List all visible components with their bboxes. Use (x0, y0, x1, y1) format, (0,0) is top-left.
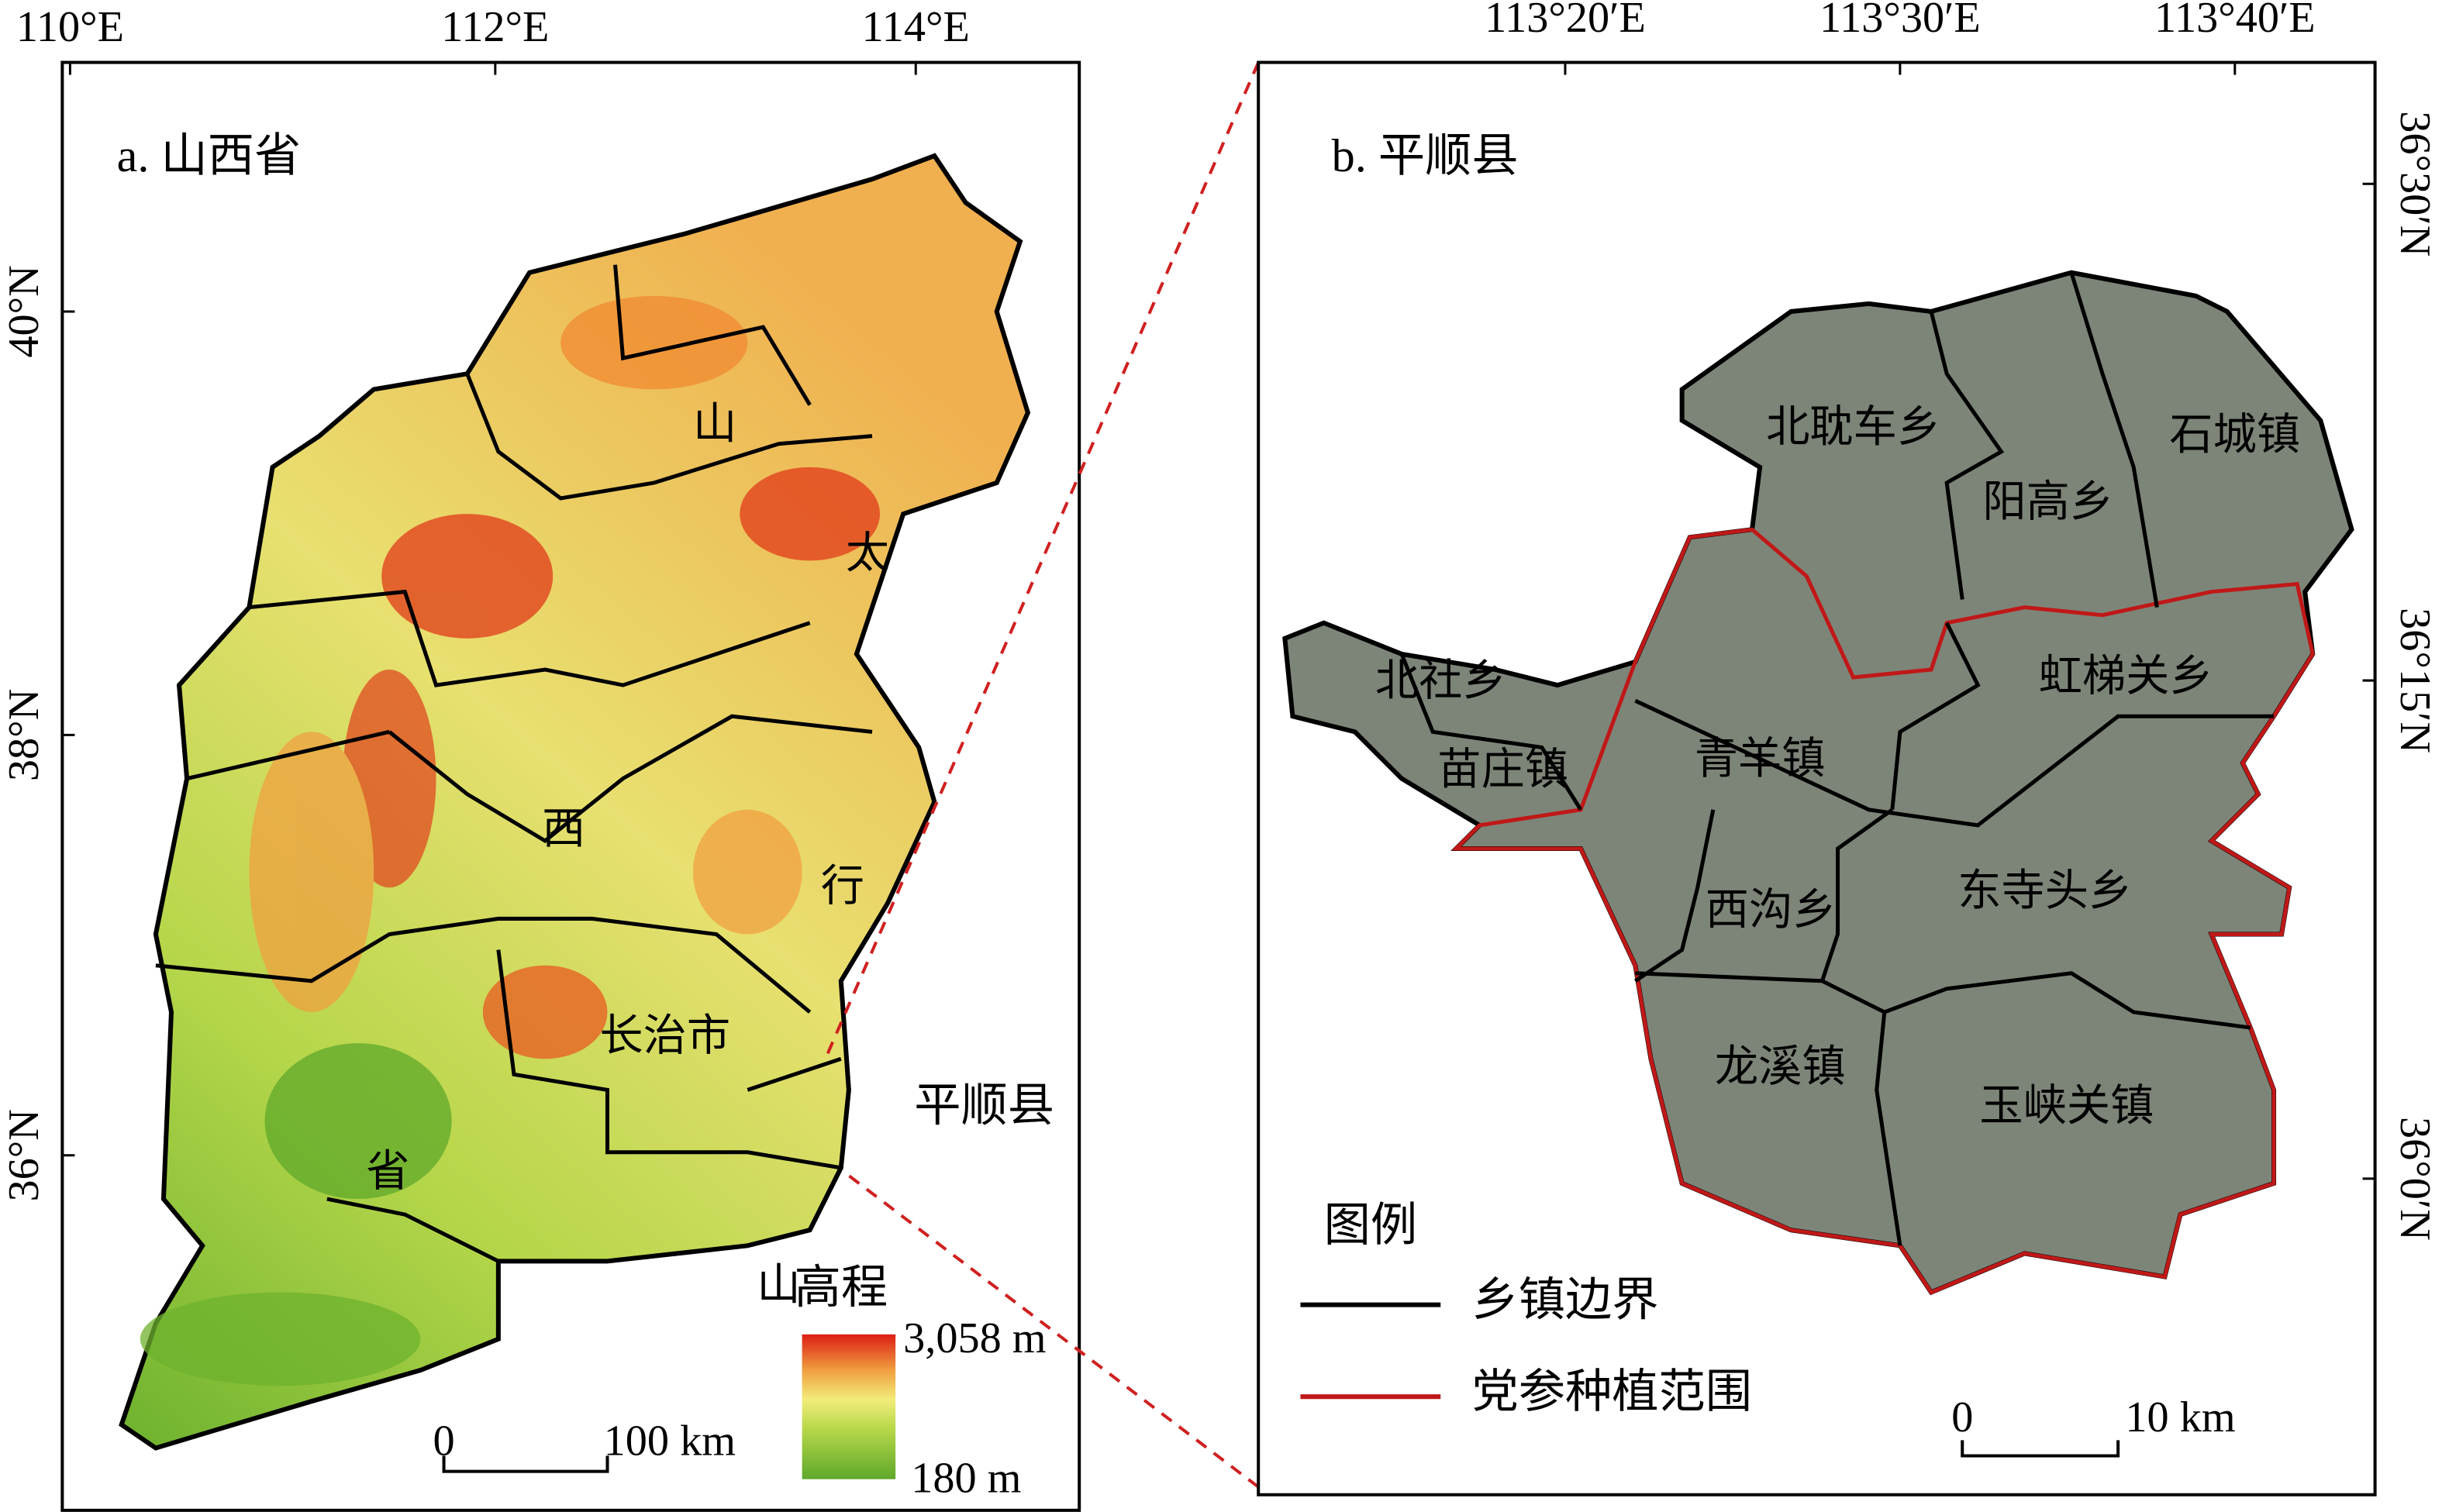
region-label: 山 (757, 1261, 800, 1309)
panel-title: a. 山西省 (117, 130, 302, 182)
town-label: 西沟乡 (1706, 886, 1837, 934)
legend-label: 乡镇边界 (1471, 1274, 1658, 1326)
lat-label: 36°15′N (2391, 608, 2439, 753)
region-label: 山 (693, 401, 736, 449)
town-label: 阳高乡 (1982, 478, 2113, 526)
lon-label: 113°30′E (1819, 0, 1981, 42)
legend-label: 党参种植范围 (1471, 1366, 1752, 1418)
region-label: 太 (846, 529, 889, 577)
town-boundaries (1399, 271, 2275, 1246)
scale-bar (1961, 1440, 2120, 1458)
lat-label: 40°N (0, 265, 48, 357)
dangshen-area (1451, 527, 2315, 1295)
town-label: 青羊镇 (1695, 735, 1826, 783)
town-label: 苗庄镇 (1437, 746, 1568, 794)
panel-b-ticks (1564, 62, 2375, 1180)
region-label: 行 (821, 863, 864, 911)
town-label: 玉峡关镇 (1979, 1082, 2154, 1130)
lon-label: 113°20′E (1485, 0, 1646, 42)
elevation-ramp (802, 1334, 896, 1479)
region-label: 西 (542, 805, 585, 853)
lat-label: 38°N (0, 689, 48, 781)
region-label: 长治市 (599, 1012, 730, 1060)
panel-a-ticks (62, 62, 917, 1157)
scale-label: 100 km (604, 1417, 736, 1465)
legend-title: 高程 (795, 1262, 888, 1314)
legend-title: 图例 (1324, 1200, 1418, 1252)
lat-label: 36°N (0, 1109, 48, 1201)
lon-label: 113°40′E (2154, 0, 2316, 42)
lon-label: 114°E (862, 3, 970, 51)
scale-bar (442, 1455, 609, 1473)
county-label: 平顺县 (914, 1080, 1054, 1131)
town-label: 虹梯关乡 (2039, 653, 2213, 701)
town-label: 龙溪镇 (1715, 1043, 1846, 1091)
legend-max: 3,058 m (903, 1314, 1046, 1362)
scale-label: 10 km (2125, 1393, 2235, 1441)
town-label: 东寺头乡 (1957, 867, 2132, 915)
region-label: 省 (366, 1148, 409, 1196)
scale-label: 0 (1951, 1393, 1973, 1441)
town-label: 北社乡 (1375, 657, 1506, 705)
lat-label: 36°0′N (2391, 1117, 2439, 1241)
scale-label: 0 (433, 1417, 454, 1465)
town-label: 北耽车乡 (1766, 404, 1940, 452)
connector (823, 61, 1261, 1060)
lon-label: 110°E (16, 3, 124, 51)
city-boundaries (155, 264, 873, 1263)
legend-min: 180 m (911, 1455, 1021, 1503)
panel-title: b. 平顺县 (1332, 130, 1519, 182)
lon-label: 112°E (441, 3, 549, 51)
town-label: 石城镇 (2169, 412, 2300, 460)
lat-label: 36°30′N (2391, 111, 2439, 257)
terrain-highs (140, 295, 881, 1386)
